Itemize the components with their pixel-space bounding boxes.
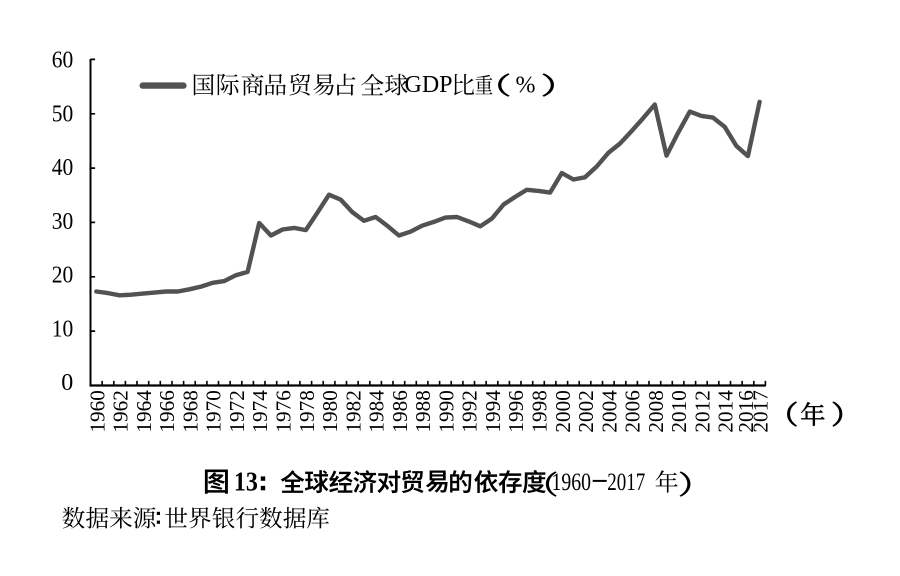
svg-text:13: 13 — [234, 466, 258, 496]
svg-text:1970: 1970 — [202, 390, 226, 432]
svg-text:1968: 1968 — [178, 390, 202, 432]
svg-text:20: 20 — [52, 263, 74, 289]
svg-text:1996: 1996 — [504, 390, 528, 432]
svg-text:50: 50 — [52, 101, 74, 127]
svg-text:40: 40 — [52, 155, 74, 181]
svg-text:1974: 1974 — [248, 390, 272, 433]
svg-text:2014: 2014 — [714, 390, 738, 433]
svg-text:GDP: GDP — [405, 72, 453, 98]
svg-text:2012: 2012 — [690, 390, 714, 432]
svg-text:1966: 1966 — [155, 390, 179, 432]
svg-text:1960: 1960 — [552, 469, 592, 496]
svg-text:1992: 1992 — [458, 390, 482, 432]
svg-text:1990: 1990 — [434, 390, 458, 432]
svg-text:1972: 1972 — [225, 390, 249, 432]
svg-text:2004: 2004 — [597, 390, 621, 433]
svg-text:10: 10 — [52, 316, 74, 342]
svg-text:2016: 2016 — [734, 390, 758, 432]
svg-text:1982: 1982 — [341, 390, 365, 432]
svg-text:2017: 2017 — [607, 469, 645, 496]
svg-text:2010: 2010 — [667, 390, 691, 432]
svg-text:1994: 1994 — [481, 390, 505, 433]
svg-text:2008: 2008 — [644, 390, 668, 432]
svg-text:%: % — [516, 72, 536, 98]
svg-text:30: 30 — [52, 209, 74, 235]
svg-text:1964: 1964 — [132, 390, 156, 433]
svg-text:1986: 1986 — [388, 390, 412, 432]
svg-text:2017: 2017 — [749, 390, 773, 432]
svg-text:2002: 2002 — [574, 390, 598, 432]
svg-text:1984: 1984 — [365, 390, 389, 433]
svg-text:1980: 1980 — [318, 390, 342, 432]
svg-text:1962: 1962 — [109, 390, 133, 432]
svg-text:1960: 1960 — [85, 390, 109, 432]
svg-text:1988: 1988 — [411, 390, 435, 432]
svg-text:1998: 1998 — [528, 390, 552, 432]
svg-text:1978: 1978 — [295, 390, 319, 432]
svg-text:2000: 2000 — [551, 390, 575, 432]
svg-text:60: 60 — [52, 48, 74, 74]
svg-text:0: 0 — [61, 370, 73, 396]
svg-text:2006: 2006 — [621, 390, 645, 432]
svg-text:1976: 1976 — [272, 390, 296, 432]
